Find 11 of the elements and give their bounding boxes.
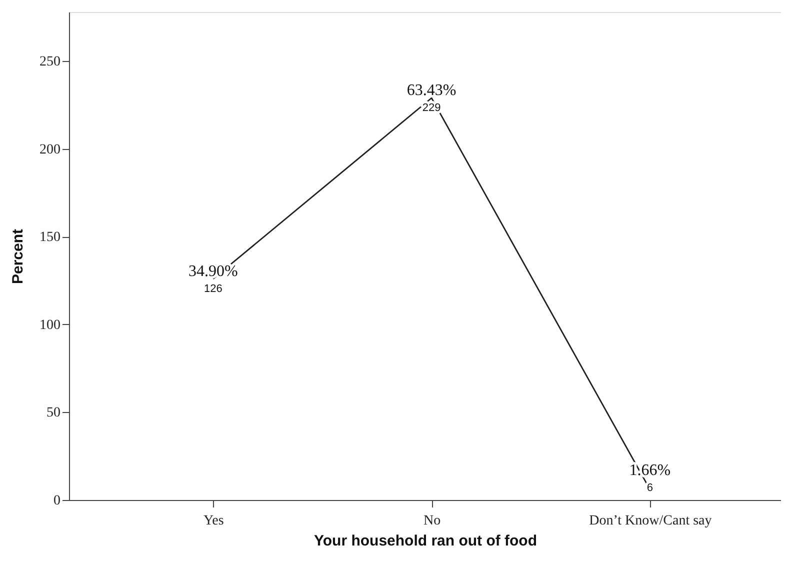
y-tick-label: 100 [40,318,60,333]
y-tick-label: 150 [40,230,60,246]
x-axis-title: Your household ran out of food [314,532,538,550]
y-tick-label: 250 [40,54,60,70]
x-tick-label: No [423,514,441,528]
y-tick-label: 50 [46,406,60,421]
x-tick-label: Yes [203,514,224,528]
y-tick-label: 0 [54,494,60,508]
x-tick-label: Don’t Know/Cant say [589,514,712,528]
y-axis-title: Percent [10,228,26,284]
y-tick-label: 200 [40,142,60,158]
